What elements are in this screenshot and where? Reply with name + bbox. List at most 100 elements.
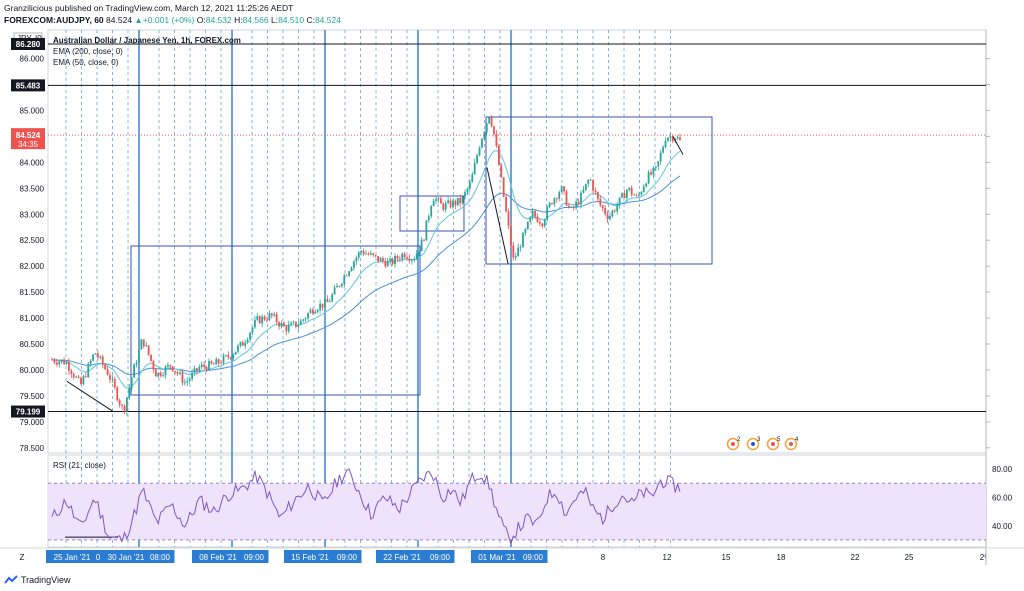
candle-up: [225, 355, 227, 356]
price-tick-label: 79.000: [20, 418, 45, 427]
candle-up: [164, 366, 167, 376]
candle-up: [514, 256, 517, 258]
last-price: 84.524: [106, 15, 133, 25]
candle-down: [567, 205, 570, 207]
candle-down: [241, 341, 244, 346]
candle-down: [679, 137, 681, 141]
event-marker-count: 4: [795, 437, 799, 443]
candle-up: [447, 200, 450, 204]
candle-down: [382, 258, 384, 262]
candle-down: [439, 198, 442, 204]
candle-up: [456, 197, 459, 206]
event-marker-dot: [771, 442, 775, 446]
ema200-legend[interactable]: EMA (200, close, 0): [53, 47, 123, 56]
candle-up: [302, 319, 305, 321]
candle-up: [519, 247, 522, 249]
candle-up: [92, 354, 94, 361]
candle-up: [357, 252, 360, 258]
candle-down: [68, 361, 70, 371]
candle-up: [191, 372, 193, 379]
candle-up: [628, 187, 631, 190]
candle-down: [121, 404, 123, 406]
candle-down: [53, 359, 56, 363]
candle-down: [551, 203, 553, 205]
candle-up: [200, 364, 203, 368]
candle-up: [253, 319, 256, 328]
candle-up: [546, 207, 549, 220]
brand-name[interactable]: TradingView: [21, 575, 71, 585]
high-label: H:: [234, 15, 243, 25]
range-box: [130, 245, 421, 396]
candle-up: [640, 192, 643, 195]
candle-down: [384, 261, 387, 267]
open-value: 84.532: [205, 15, 232, 25]
candle-down: [104, 364, 107, 370]
candle-down: [174, 370, 177, 373]
candle-up: [432, 201, 435, 207]
time-tick-highlight: [518, 550, 548, 563]
event-markers: 2 3 5 4: [726, 437, 799, 451]
candle-up: [179, 372, 181, 374]
candle-up: [273, 314, 276, 316]
candle-down: [539, 222, 541, 224]
candle-up: [394, 255, 396, 265]
price-axis-ticks: 86.00085.50085.00084.50084.00083.50083.0…: [20, 55, 990, 453]
candle-up: [348, 271, 350, 276]
candle-up: [280, 322, 283, 327]
chart-canvas[interactable]: Australian Dollar / Japanese Yen, 1h, FO…: [0, 0, 1024, 572]
time-tick-label: 09:00: [430, 553, 451, 562]
level-price-tag: [11, 405, 45, 418]
candle-down: [77, 376, 80, 378]
candle-down: [275, 314, 278, 323]
candle-up: [340, 283, 343, 287]
time-tick-highlight: [145, 550, 175, 563]
time-axis-ticks: Z 25 Jan '21 0⁽ 30 Jan '21 08:00 08 Feb '21 09…: [20, 550, 986, 563]
candle-down: [495, 134, 498, 147]
level-price-tag-text: 86.280: [16, 40, 41, 49]
time-tick-label: 09:00: [337, 553, 358, 562]
candle-up: [468, 182, 471, 189]
candle-up: [488, 117, 491, 124]
candle-down: [493, 126, 495, 135]
rsi-legend[interactable]: RSI (21, close): [53, 461, 106, 470]
candle-down: [295, 321, 297, 327]
candle-up: [130, 377, 133, 388]
candle-down: [96, 353, 99, 358]
rsi-line-group: [51, 468, 681, 546]
event-marker-count: 3: [757, 437, 761, 443]
candle-down: [321, 303, 324, 308]
trend-lines: [65, 136, 684, 538]
candle-down: [72, 373, 75, 378]
candle-up: [239, 341, 242, 346]
price-tick-label: 85.000: [20, 106, 45, 115]
candle-up: [531, 211, 534, 218]
time-tick-highlight: [332, 550, 362, 563]
time-tick-label: 8: [601, 553, 606, 562]
price-tick-label: 80.000: [20, 366, 45, 375]
candle-down: [449, 200, 452, 208]
ema50-legend[interactable]: EMA (50, close, 0): [53, 58, 119, 67]
candle-down: [196, 368, 198, 371]
candle-up: [580, 192, 582, 205]
time-tick-highlight: [471, 550, 523, 563]
candle-up: [401, 253, 404, 260]
time-tick-highlight: [46, 550, 98, 563]
price-pane-frame: [47, 29, 987, 454]
candle-down: [203, 364, 206, 368]
candle-up: [140, 339, 143, 350]
trend-line: [486, 167, 509, 264]
level-price-tag: [11, 38, 45, 51]
candle-up: [625, 189, 628, 199]
candle-up: [290, 322, 293, 325]
candle-up: [529, 217, 532, 222]
candle-down: [229, 357, 232, 359]
price-tick-label: 81.000: [20, 314, 45, 323]
candle-up: [543, 219, 546, 227]
candle-down: [159, 372, 162, 376]
event-marker-count: 5: [777, 437, 781, 443]
candle-up: [461, 196, 464, 204]
candle-up: [135, 362, 138, 365]
candle-down: [171, 366, 174, 371]
candle-up: [582, 189, 585, 193]
candle-up: [570, 206, 573, 208]
